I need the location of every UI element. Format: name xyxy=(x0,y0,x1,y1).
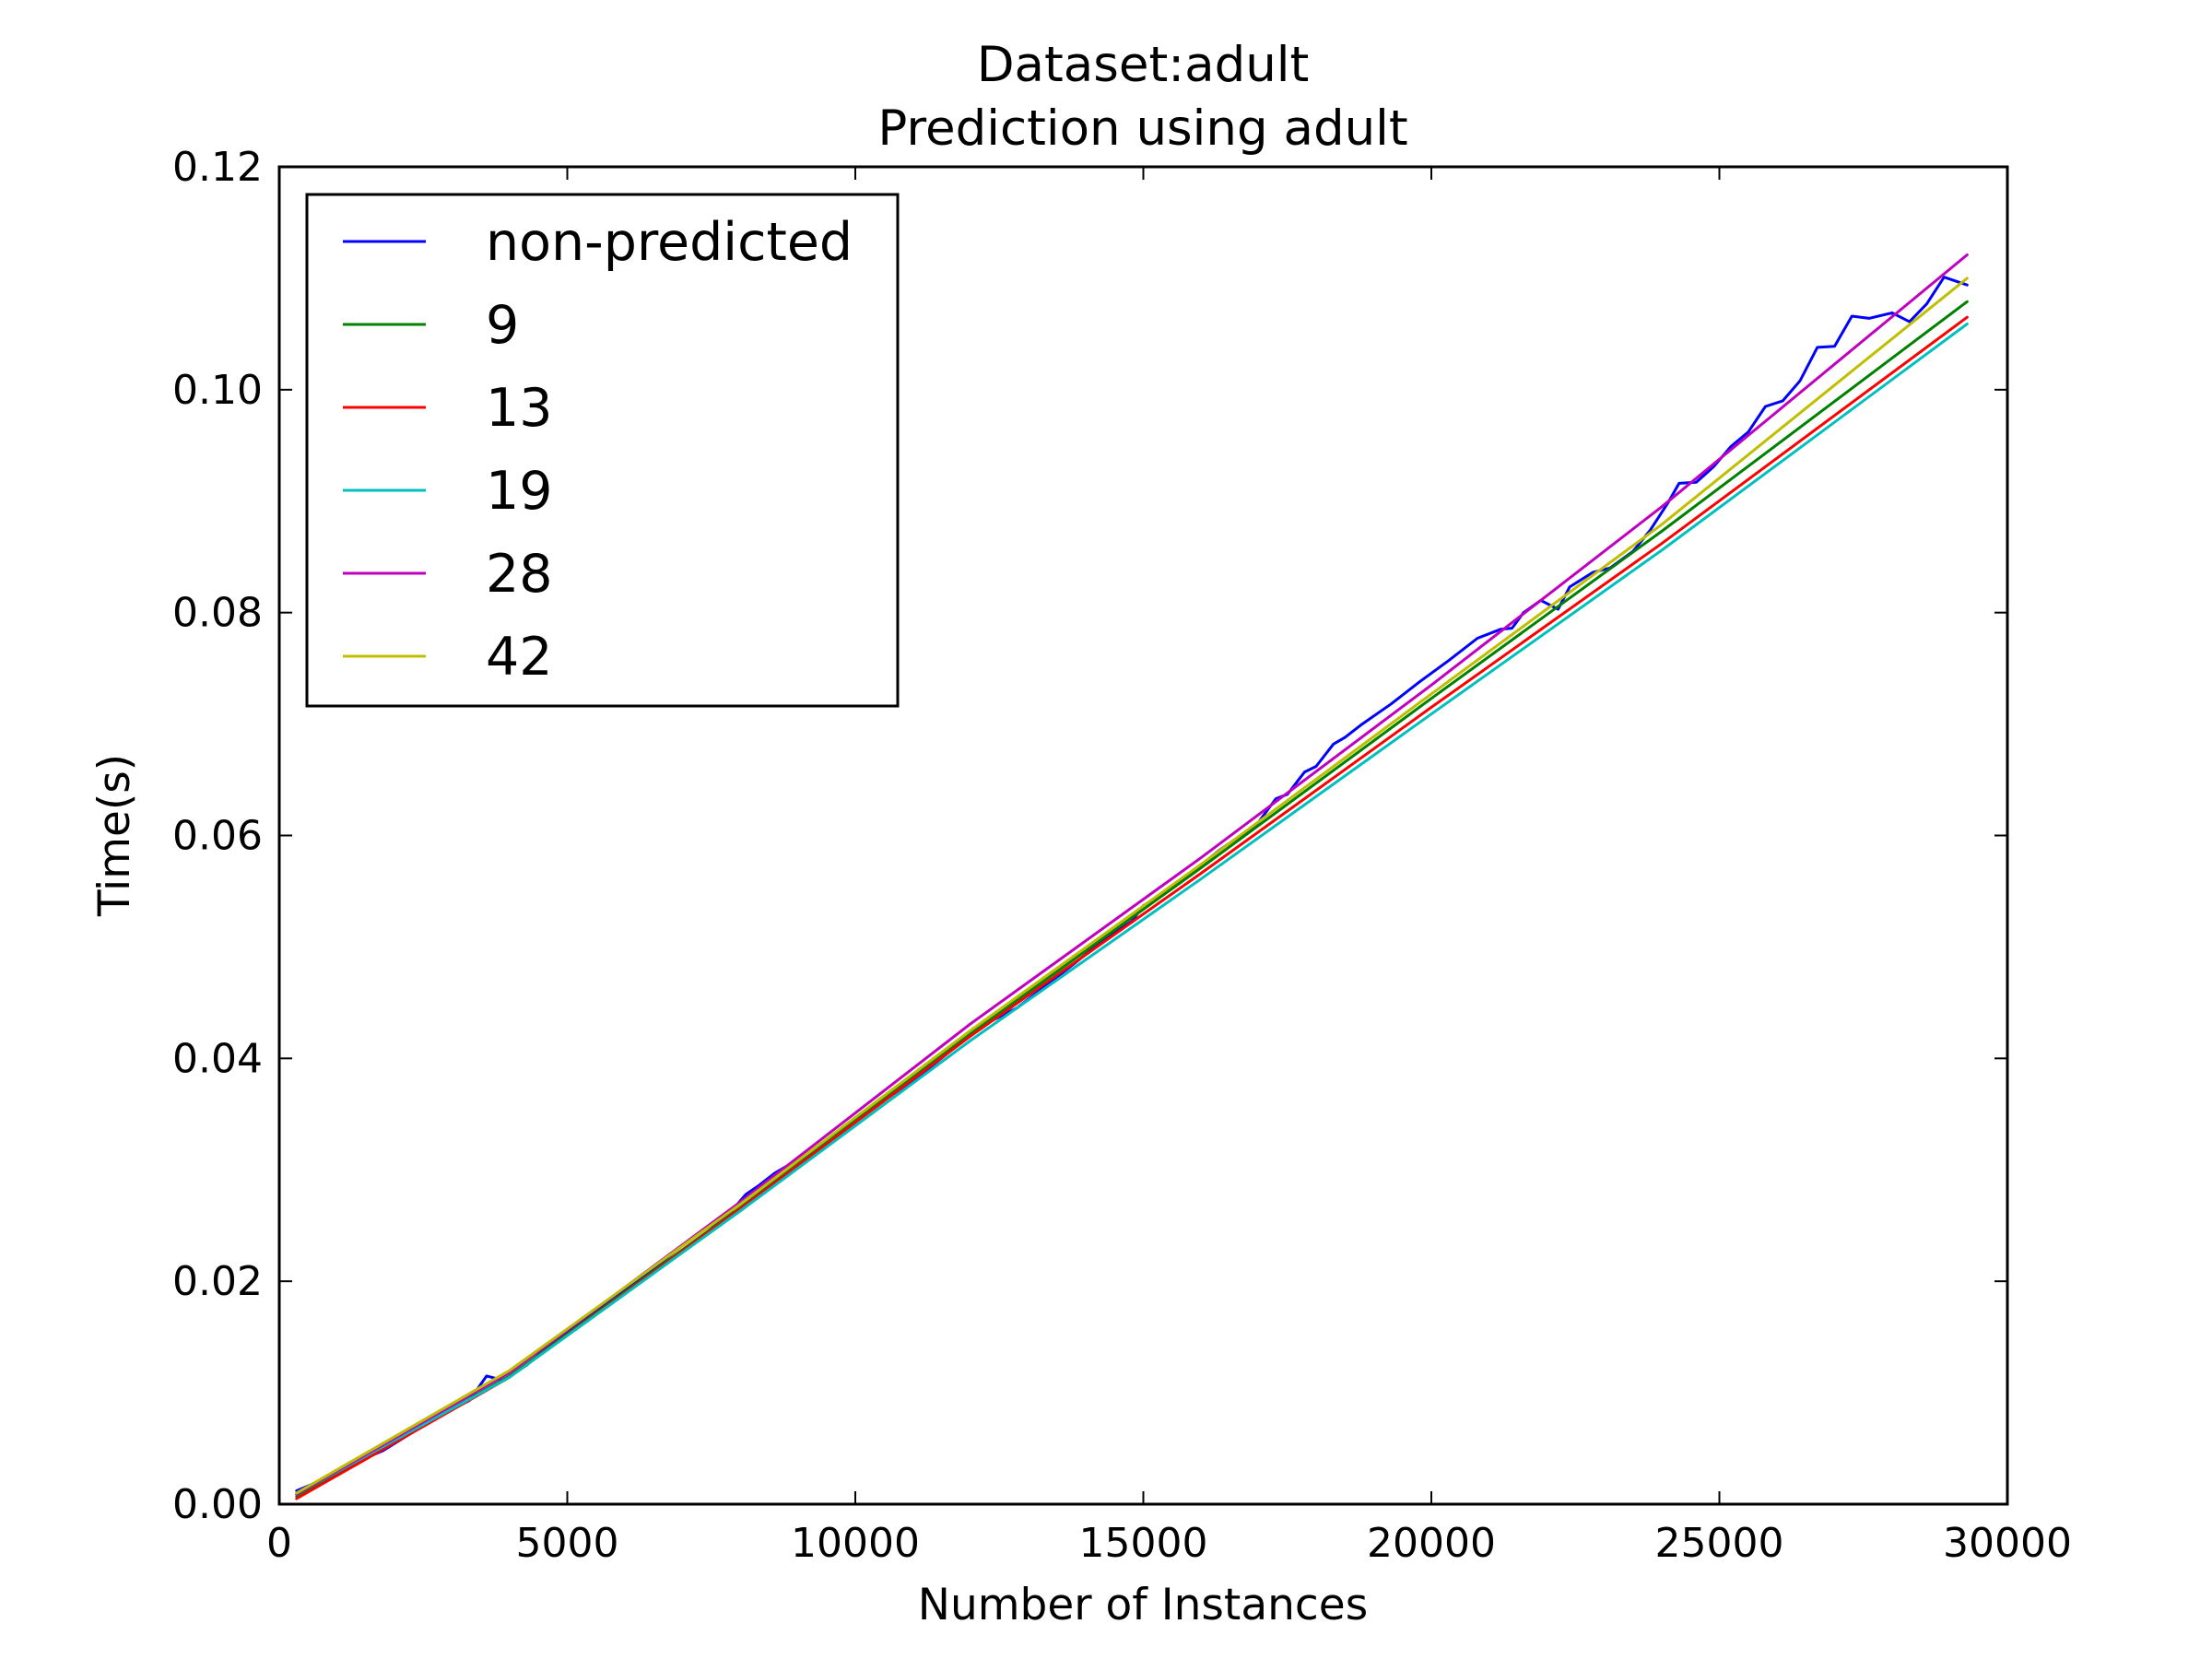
x-tick-label: 30000 xyxy=(1943,1520,2072,1567)
series-line-42 xyxy=(295,276,1969,1495)
legend-label: non-predicted xyxy=(486,212,853,273)
y-tick-label: 0.10 xyxy=(172,367,263,414)
x-tick-label: 25000 xyxy=(1655,1520,1784,1567)
legend-label: 28 xyxy=(486,544,553,605)
y-axis-ticks: 0.00 0.02 0.04 0.06 0.08 0.10 0.12 xyxy=(172,144,2007,1528)
x-axis-ticks: 0 5000 10000 15000 20000 25000 30000 xyxy=(266,167,2072,1567)
x-tick-label: 5000 xyxy=(516,1520,619,1567)
y-tick-label: 0.08 xyxy=(172,590,263,637)
chart-subtitle: Prediction using adult xyxy=(877,100,1407,157)
chart-title: Dataset:adult xyxy=(977,37,1310,93)
x-axis-label: Number of Instances xyxy=(918,1580,1368,1630)
legend-label: 13 xyxy=(486,378,553,439)
x-tick-label: 15000 xyxy=(1079,1520,1208,1567)
y-axis-label: Time(s) xyxy=(89,754,140,917)
x-tick-label: 20000 xyxy=(1367,1520,1496,1567)
y-tick-label: 0.02 xyxy=(172,1258,263,1305)
legend-entries: non-predicted 9 13 19 28 42 xyxy=(343,212,853,688)
legend: non-predicted 9 13 19 28 42 xyxy=(305,193,900,708)
legend-frame xyxy=(305,193,900,708)
legend-label: 9 xyxy=(486,295,519,356)
y-tick-label: 0.00 xyxy=(172,1481,263,1528)
legend-label: 42 xyxy=(486,627,553,688)
y-tick-label: 0.12 xyxy=(172,144,263,191)
legend-label: 19 xyxy=(486,461,553,522)
series-lines xyxy=(295,253,1969,1500)
x-tick-label: 0 xyxy=(266,1520,292,1567)
plot-frame xyxy=(277,165,2009,1506)
y-tick-label: 0.06 xyxy=(172,813,263,860)
x-tick-label: 10000 xyxy=(791,1520,920,1567)
series-line-19 xyxy=(295,323,1969,1496)
y-tick-label: 0.04 xyxy=(172,1035,263,1082)
